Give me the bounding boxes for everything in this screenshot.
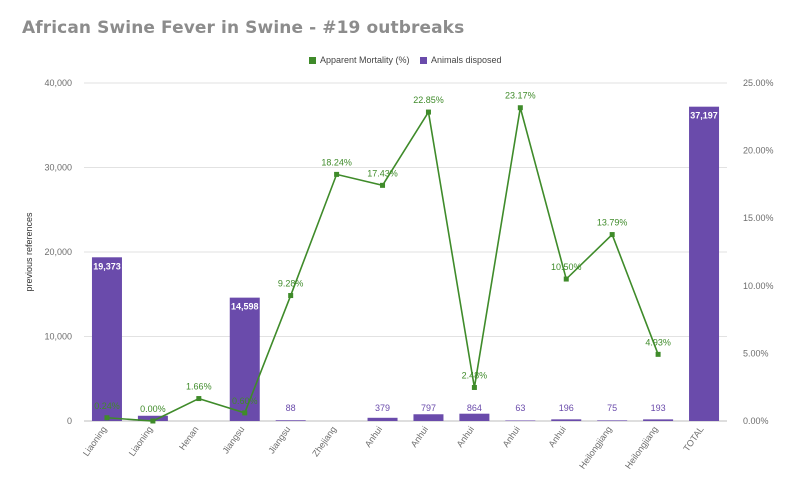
y2-tick-label: 5.00% — [743, 348, 769, 358]
y2-tick-label: 25.00% — [743, 78, 774, 88]
line-value-label: 18.24% — [321, 157, 352, 167]
x-tick-label: Heilongjiang — [623, 424, 660, 470]
line-value-label: 17.43% — [367, 168, 398, 178]
line-point — [517, 105, 523, 111]
legend-swatch-bar — [420, 57, 427, 64]
bar — [413, 414, 444, 421]
x-tick-label: Anhui — [363, 424, 384, 449]
line-point — [609, 232, 615, 238]
bar-value-label: 75 — [607, 403, 617, 413]
bar — [551, 419, 582, 421]
bar-value-label: 797 — [421, 403, 436, 413]
line-value-label: 22.85% — [413, 95, 444, 105]
bar — [367, 417, 398, 421]
bar — [643, 419, 674, 421]
line-point — [104, 415, 110, 421]
y-axis-label: previous references — [24, 212, 34, 292]
line-point — [563, 276, 569, 282]
bar — [275, 420, 306, 421]
x-tick-label: Zhejiang — [310, 424, 338, 458]
legend-label-bar: Animals disposed — [431, 55, 502, 65]
line-value-label: 13.79% — [597, 218, 628, 228]
bar-value-label: 14,598 — [231, 302, 259, 312]
bar — [229, 297, 260, 421]
line-point — [425, 109, 431, 115]
bar — [91, 257, 122, 421]
line-point — [334, 171, 340, 177]
line-point — [288, 293, 294, 299]
x-tick-label: Jiangsu — [220, 424, 246, 455]
bar — [689, 106, 720, 421]
y-tick-label: 40,000 — [44, 78, 72, 88]
y-tick-label: 10,000 — [44, 332, 72, 342]
line-value-label: 0.24% — [94, 401, 120, 411]
line-point — [380, 182, 386, 188]
y-tick-label: 30,000 — [44, 163, 72, 173]
y-tick-label: 20,000 — [44, 247, 72, 257]
bar — [459, 413, 490, 421]
x-tick-label: Anhui — [546, 424, 567, 449]
line-value-label: 0.00% — [140, 404, 166, 414]
x-tick-label: TOTAL — [681, 424, 705, 453]
y2-tick-label: 20.00% — [743, 146, 774, 156]
y-tick-label: 0 — [67, 416, 72, 426]
bar-value-label: 88 — [286, 403, 296, 413]
bar-value-label: 864 — [467, 403, 482, 413]
line-value-label: 1.66% — [186, 382, 212, 392]
line-value-label: 10.50% — [551, 262, 582, 272]
bar-value-label: 196 — [559, 403, 574, 413]
chart-title: African Swine Fever in Swine - #19 outbr… — [22, 18, 465, 38]
line-point — [196, 396, 202, 402]
legend-swatch-line — [309, 57, 316, 64]
y2-tick-label: 10.00% — [743, 281, 774, 291]
x-tick-label: Liaoning — [81, 424, 109, 458]
line-point — [150, 418, 156, 424]
bar — [505, 420, 536, 421]
bar-value-label: 37,197 — [690, 111, 718, 121]
line-value-label: 9.28% — [278, 279, 304, 289]
x-tick-label: Anhui — [501, 424, 522, 449]
line-value-label: 4.93% — [645, 337, 671, 347]
line-point — [242, 410, 248, 416]
x-tick-label: Heilongjiang — [577, 424, 614, 470]
line-value-label: 23.17% — [505, 91, 536, 101]
x-tick-label: Liaoning — [127, 424, 155, 458]
bar-value-label: 193 — [651, 403, 666, 413]
x-tick-label: Anhui — [455, 424, 476, 449]
bar-value-label: 63 — [515, 403, 525, 413]
line-point — [655, 351, 661, 357]
line-value-label: 0.60% — [232, 396, 258, 406]
y2-tick-label: 15.00% — [743, 213, 774, 223]
line-value-label: 2.48% — [462, 370, 488, 380]
legend-label-line: Apparent Mortality (%) — [320, 55, 410, 65]
bar-value-label: 19,373 — [93, 261, 121, 271]
x-tick-label: Anhui — [409, 424, 430, 449]
bar — [597, 420, 628, 421]
x-tick-label: Henan — [177, 424, 200, 451]
y2-tick-label: 0.00% — [743, 416, 769, 426]
x-tick-label: Jiangsu — [266, 424, 292, 455]
bar — [137, 415, 168, 421]
bar-value-label: 379 — [375, 403, 390, 413]
line-point — [471, 384, 477, 390]
